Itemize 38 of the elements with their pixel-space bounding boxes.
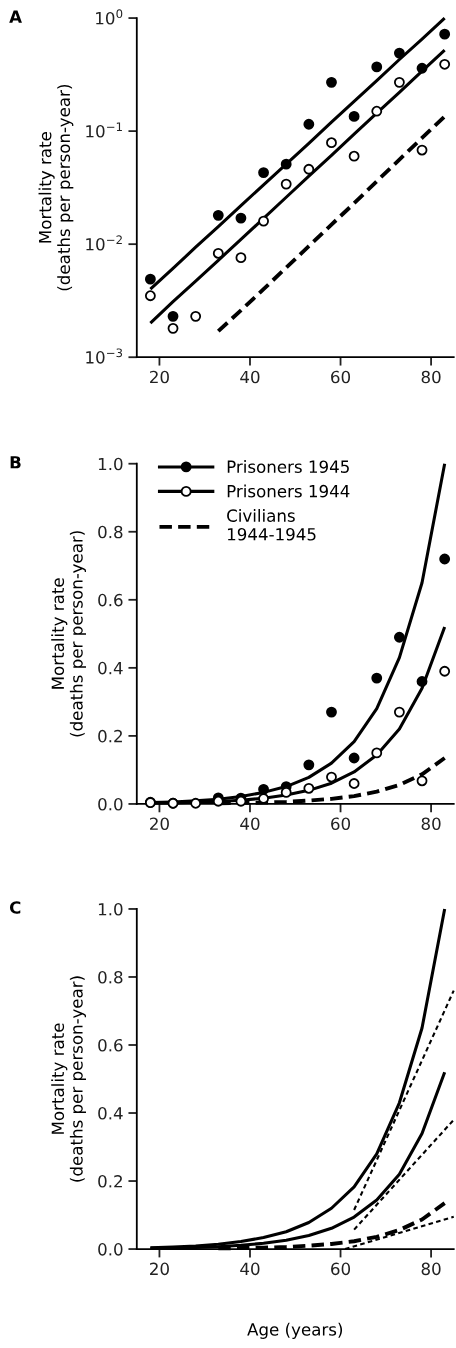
x-tick-label: 80 xyxy=(421,817,441,831)
y-tick-label: 0.6 xyxy=(98,1038,123,1052)
chart-title: C xyxy=(9,901,21,914)
y-tick-label: 0.2 xyxy=(98,729,122,743)
x-axis-title: Age (years) xyxy=(247,1322,343,1339)
x-tick-label: 60 xyxy=(331,1262,351,1276)
y-tick-label: 0.4 xyxy=(98,661,123,675)
x-tick-label: 20 xyxy=(150,370,169,384)
x-tick-label: 60 xyxy=(331,370,351,384)
y-tick-label: 0.8 xyxy=(98,970,123,984)
x-tick-label: 60 xyxy=(331,817,351,831)
y-tick-label: 1.0 xyxy=(98,902,123,916)
y-axis-title: Mortality rate (deaths per person-year) xyxy=(51,531,86,737)
chart-title: A xyxy=(9,10,22,23)
x-tick-label: 20 xyxy=(150,817,169,831)
x-tick-label: 80 xyxy=(421,1262,441,1276)
x-tick-label: 20 xyxy=(150,1262,169,1276)
legend-label: Prisoners 1945 xyxy=(227,460,349,473)
legend-label: Civilians 1944-1945 xyxy=(227,509,316,541)
y-tick-label: 0.4 xyxy=(98,1106,123,1120)
legend-label: Prisoners 1944 xyxy=(227,484,350,498)
chart-title: B xyxy=(10,456,21,469)
y-tick-label: 10$^{−2}$ xyxy=(86,235,122,251)
y-tick-label: 10$^{−3}$ xyxy=(86,348,123,364)
x-tick-label: 40 xyxy=(240,817,260,831)
y-axis-title: Mortality rate (deaths per person-year) xyxy=(38,85,74,291)
y-tick-label: 0.6 xyxy=(98,593,123,607)
y-axis-title: Mortality rate (deaths per person-year) xyxy=(51,976,86,1182)
y-tick-label: 0.0 xyxy=(98,797,123,811)
y-tick-label: 10$^{0}$ xyxy=(96,9,123,25)
y-tick-label: 1.0 xyxy=(98,457,123,471)
y-tick-label: 0.2 xyxy=(98,1175,122,1188)
x-tick-label: 40 xyxy=(240,1262,260,1276)
y-tick-label: 10$^{−1}$ xyxy=(86,122,122,138)
y-tick-label: 0.8 xyxy=(98,525,123,539)
x-tick-label: 40 xyxy=(240,370,260,384)
x-tick-label: 80 xyxy=(421,370,441,384)
y-tick-label: 0.0 xyxy=(98,1243,123,1256)
